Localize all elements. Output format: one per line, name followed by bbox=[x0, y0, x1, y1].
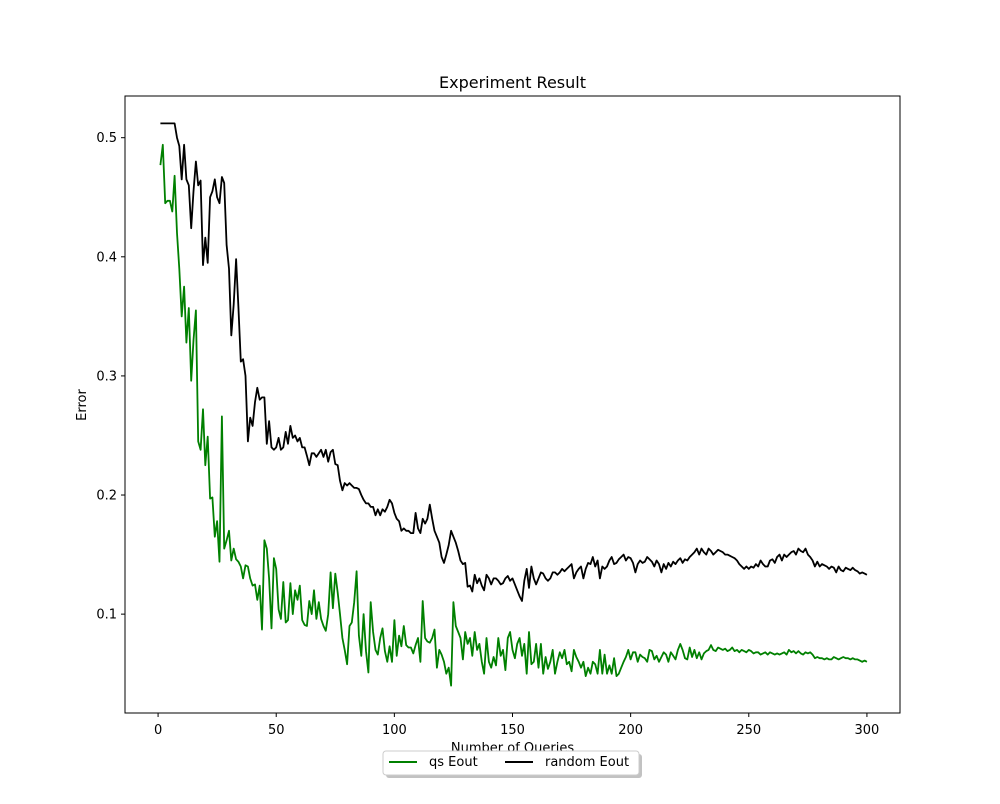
legend-label-0: qs Eout bbox=[429, 755, 478, 770]
plot-frame bbox=[124, 95, 901, 714]
y-axis: 0.1 0.2 0.3 0.4 0.5 bbox=[96, 131, 125, 623]
x-axis: 0 50 100 150 200 250 300 bbox=[154, 713, 879, 738]
chart-title: Experiment Result bbox=[439, 73, 586, 92]
plot-lines bbox=[159, 122, 868, 687]
y-axis-label: Error bbox=[75, 389, 90, 421]
y-tick-label: 0.5 bbox=[96, 131, 117, 146]
y-tick-label: 0.4 bbox=[96, 250, 117, 265]
x-tick-label: 200 bbox=[618, 723, 643, 738]
x-tick-label: 50 bbox=[268, 723, 285, 738]
legend-label-1: random Eout bbox=[545, 755, 629, 770]
x-tick-label: 300 bbox=[855, 723, 880, 738]
x-tick-label: 250 bbox=[736, 723, 761, 738]
x-tick-label: 100 bbox=[382, 723, 407, 738]
x-tick-label: 150 bbox=[500, 723, 525, 738]
series-line-0 bbox=[159, 143, 868, 687]
y-tick-label: 0.3 bbox=[96, 369, 117, 384]
series-line-1 bbox=[160, 122, 868, 602]
legend: qs Eout random Eout bbox=[382, 750, 642, 778]
y-tick-label: 0.2 bbox=[96, 489, 117, 504]
x-tick-label: 0 bbox=[154, 723, 162, 738]
y-tick-label: 0.1 bbox=[96, 608, 117, 623]
